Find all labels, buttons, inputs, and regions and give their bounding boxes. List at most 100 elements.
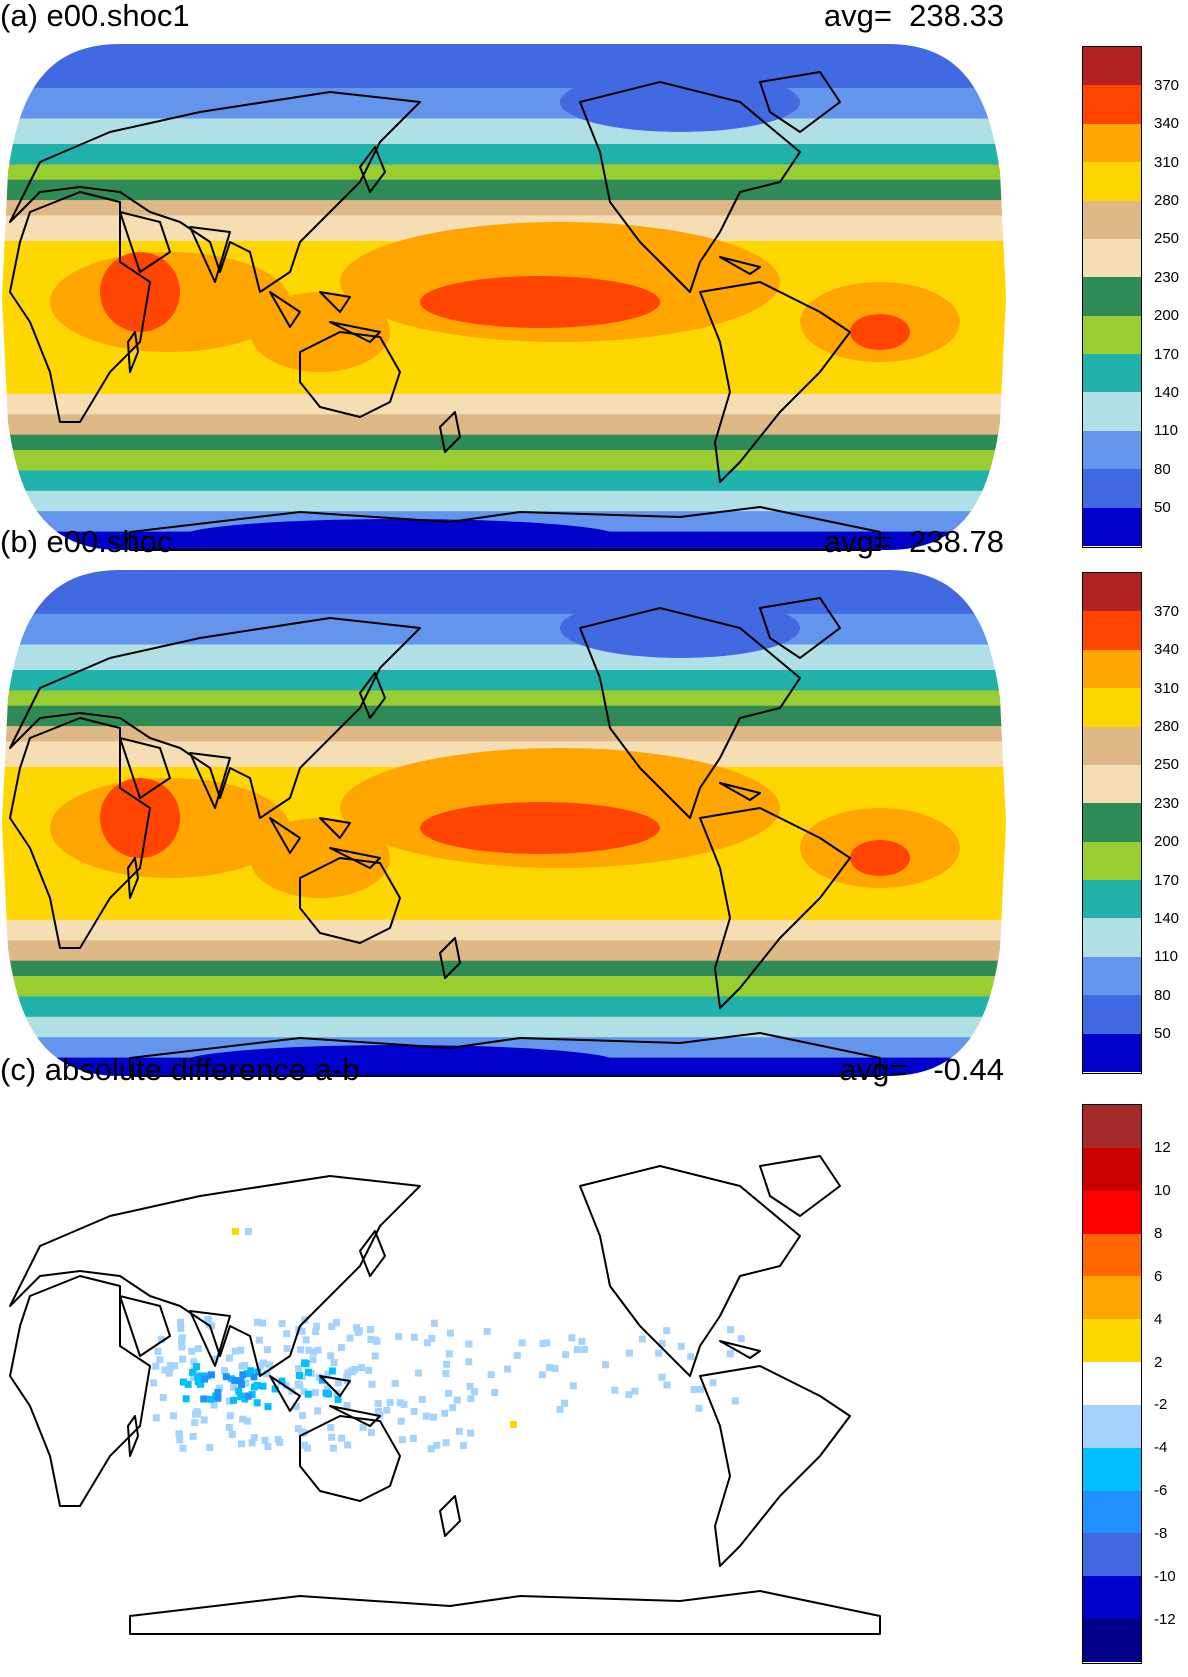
coastline [359,672,386,719]
colorbar-tick-label: -10 [1154,1567,1176,1585]
colorbar-box [1083,611,1141,651]
coastline [699,807,851,1009]
colorbar-box [1083,573,1141,612]
colorbar-box [1083,162,1141,202]
panel-title: (b) e00.shoc [0,524,173,559]
colorbar-box [1083,841,1141,881]
colorbar-box [1083,803,1141,843]
coastline [759,1155,841,1217]
colorbar-tick-label: -2 [1154,1396,1168,1414]
coastline [189,226,231,283]
colorbar-tick-label: 140 [1154,383,1180,401]
colorbar-tick-label: 80 [1154,986,1171,1004]
colorbar-tick-label: 110 [1154,948,1178,966]
coastline [319,1375,351,1397]
colorbar-box [1083,1619,1141,1663]
colorbar-box [1083,1190,1141,1235]
colorbar-tick-label: 170 [1154,871,1180,889]
colorbar-box [1083,1233,1141,1277]
coastline [319,291,351,313]
panel-average: avg= 238.78 [823,524,1004,559]
colorbar-tick-label: -6 [1154,1482,1168,1500]
colorbar-tick-label: 200 [1154,833,1180,851]
map-panel-c [2,1128,1006,1635]
coastline [129,1590,881,1635]
panel-a: (a) e00.shoc1 avg= 238.33 370 340 310 280 25… [0,0,1188,555]
colorbar-tick-label: 140 [1154,909,1180,927]
colorbar-tick-label: -8 [1154,1524,1168,1542]
coastline [579,1165,801,1377]
coastline [129,1032,881,1077]
colorbar [1082,1104,1142,1664]
colorbar-tick-label: 370 [1154,76,1180,94]
panel-average: avg= -0.44 [839,1052,1004,1087]
coastline [759,71,841,133]
colorbar-box [1083,354,1141,393]
coastline [129,506,881,551]
panel-c: (c) absolute difference a-b avg= -0.44 1… [0,1052,1188,1674]
coastline [439,937,461,979]
colorbar-tick-label: 10 [1154,1182,1171,1200]
colorbar-box [1083,726,1141,766]
coastline [699,1365,851,1567]
colorbar-box [1083,995,1141,1035]
colorbar-tick-label: 80 [1154,460,1171,478]
colorbar-tick-label: 340 [1154,641,1180,659]
colorbar-tick-label: 50 [1154,1025,1171,1043]
colorbar-box [1083,1319,1141,1363]
coastline [127,331,139,373]
panel-title: (a) e00.shoc1 [0,0,190,33]
colorbar-tick-label: 370 [1154,602,1180,620]
colorbar-box [1083,956,1141,996]
colorbar-box [1083,1033,1141,1073]
coastline [9,617,421,819]
coastline [359,146,386,193]
panel-b: (b) e00.shoc avg= 238.78 370 340 310 280 250… [0,524,1188,1081]
coastline [359,1230,386,1277]
coastline [119,737,171,799]
coastline [269,291,301,328]
colorbar [1082,46,1142,548]
colorbar-box [1083,1105,1141,1149]
colorbar-box [1083,1147,1141,1192]
coastline [579,607,801,819]
panel-title: (c) absolute difference a-b [0,1052,360,1087]
colorbar-box [1083,1404,1141,1449]
colorbar-box [1083,200,1141,240]
coastline [189,752,231,809]
colorbar-tick-label: 200 [1154,307,1180,325]
colorbar-box [1083,85,1141,125]
colorbar-box [1083,1490,1141,1534]
colorbar-tick-label: 280 [1154,718,1180,736]
colorbar-tick-label: 110 [1154,422,1178,440]
map-panel-b [2,570,1006,1077]
colorbar-box [1083,392,1141,432]
coastline [9,1175,421,1377]
colorbar-tick-label: -12 [1154,1610,1176,1628]
colorbar-box [1083,764,1141,804]
colorbar-tick-label: 170 [1154,345,1180,363]
colorbar-box [1083,649,1141,689]
coastline [9,91,421,293]
colorbar-tick-label: 8 [1154,1225,1163,1243]
coastline [719,782,761,801]
colorbar-tick-label: 6 [1154,1267,1163,1285]
coastline [299,1415,401,1502]
colorbar-tick-label: 340 [1154,115,1180,133]
coastline [119,211,171,273]
coastline [439,1495,461,1537]
coastline [127,1415,139,1457]
colorbar [1082,572,1142,1074]
colorbar-tick-label: 12 [1154,1139,1171,1157]
coastline [319,817,351,839]
colorbar-tick-label: 250 [1154,230,1180,248]
coastline [269,817,301,854]
colorbar-box [1083,880,1141,919]
map-panel-a [2,44,1006,551]
coastline [699,281,851,483]
colorbar-box [1083,123,1141,163]
coastline [719,256,761,275]
colorbar-tick-label: 2 [1154,1353,1163,1371]
panel-average: avg= 238.33 [823,0,1004,33]
colorbar-box [1083,238,1141,278]
